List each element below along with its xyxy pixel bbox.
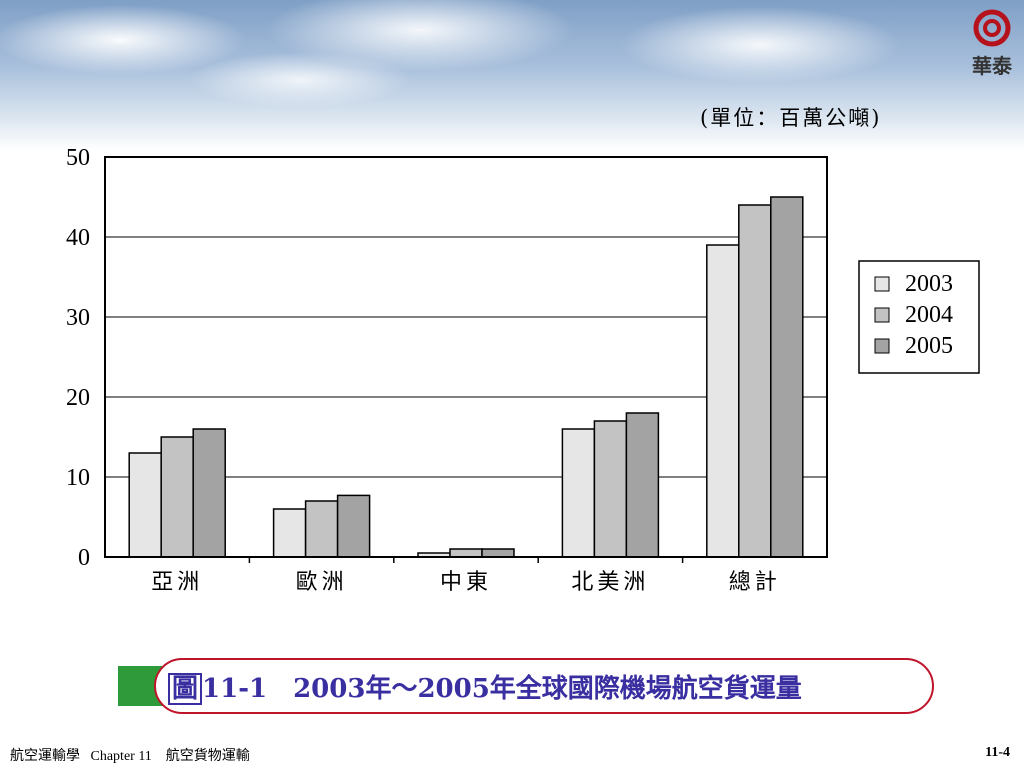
caption-title: 圖 11-1 2003年～2005年全球國際機場航空貨運量	[168, 668, 802, 705]
legend-label: 2003	[905, 271, 953, 297]
y-tick-label: 0	[78, 545, 90, 571]
bar-2003	[561, 428, 596, 558]
legend-label: 2004	[905, 302, 953, 328]
bar-2004	[449, 548, 483, 558]
bar-2005	[192, 428, 226, 558]
logo-ring-icon	[973, 9, 1011, 47]
y-tick-label: 50	[66, 145, 90, 171]
legend-swatch-2003	[874, 276, 890, 292]
x-tick-label: 中東	[440, 570, 492, 595]
x-tick-label: 總計	[729, 570, 781, 595]
legend-label: 2005	[905, 333, 953, 359]
logo-text: 華泰	[972, 54, 1012, 78]
bar-2003	[706, 244, 740, 558]
bar-2005	[481, 548, 515, 558]
bar-2004	[304, 500, 339, 558]
y-tick-label: 10	[66, 465, 90, 491]
bar-2004	[738, 204, 772, 558]
bar-2004	[160, 436, 194, 558]
x-tick-label: 歐洲	[296, 570, 348, 595]
bar-chart: 0 10 20 30 40 50 亞洲 歐洲 中東 北美洲 總計 2003 2004 2005	[66, 145, 980, 595]
publisher-logo: 華泰	[962, 6, 1022, 78]
unit-label: (單位：百萬公噸)	[700, 106, 882, 130]
figure-caption: 圖 11-1 2003年～2005年全球國際機場航空貨運量	[118, 658, 934, 714]
sky-background	[0, 0, 1024, 150]
y-tick-label: 40	[66, 225, 90, 251]
x-tick-label: 亞洲	[151, 570, 203, 595]
bar-2003	[272, 508, 307, 558]
legend-swatch-2004	[874, 307, 890, 323]
x-tick-label: 北美洲	[571, 570, 649, 595]
legend-swatch-2005	[874, 338, 890, 354]
y-tick-label: 30	[66, 305, 90, 331]
caption-figure-label: 圖	[168, 673, 203, 705]
y-tick-label: 20	[66, 385, 90, 411]
footer-course-title: 航空運輸學 Chapter 11 航空貨物運輸	[10, 749, 250, 764]
caption-pill	[154, 658, 934, 714]
footer-page-number: 11-4	[985, 745, 1010, 760]
bar-2005	[770, 196, 804, 558]
plot-frame	[104, 156, 828, 558]
bar-2005	[336, 494, 371, 558]
bar-2004	[593, 420, 628, 558]
caption-text: 11-1 2003年～2005年全球國際機場航空貨運量	[202, 674, 802, 704]
bar-2005	[625, 412, 660, 558]
bar-2003	[128, 452, 162, 558]
